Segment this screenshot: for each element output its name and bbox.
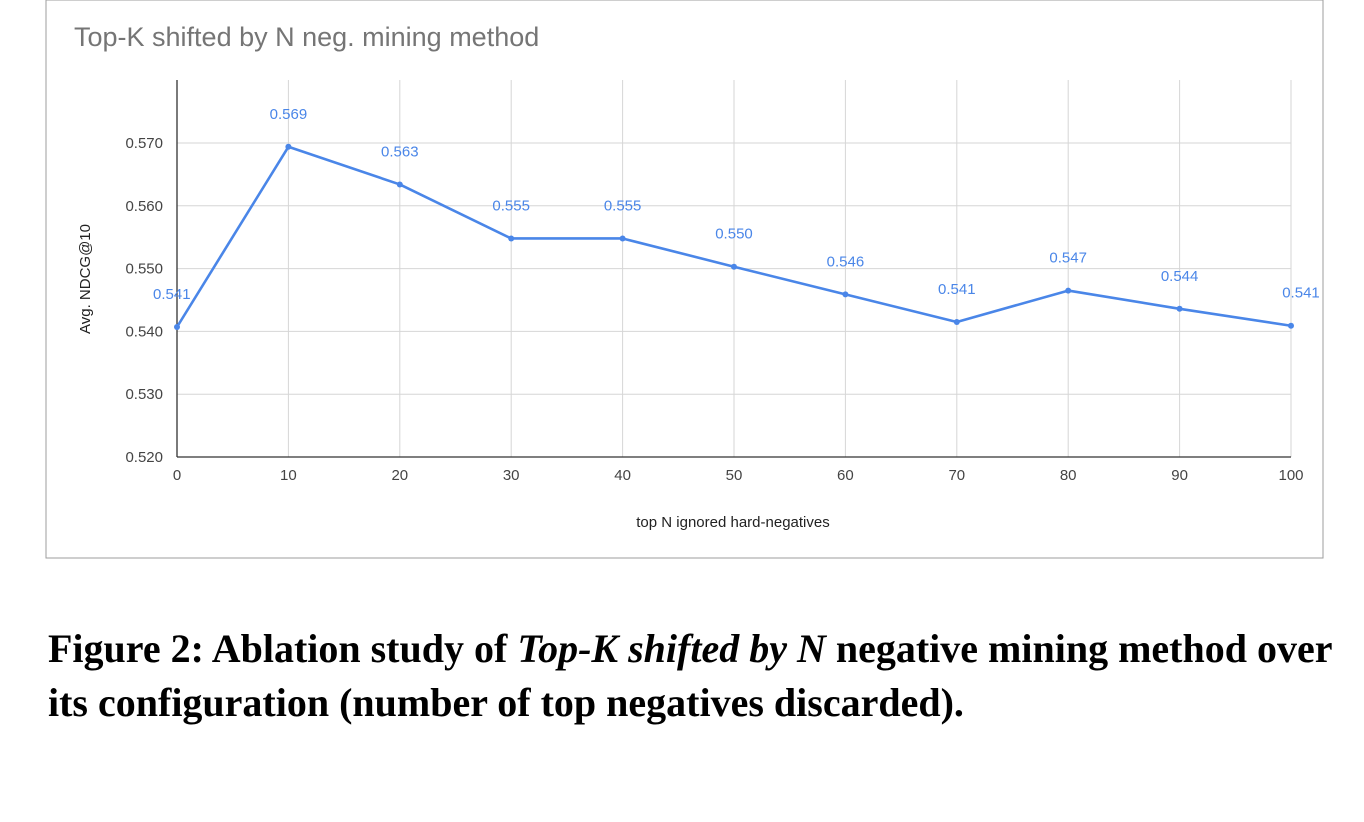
y-tick-label: 0.520 — [125, 449, 163, 466]
x-tick-label: 70 — [948, 467, 965, 484]
x-tick-label: 20 — [391, 467, 408, 484]
data-point — [731, 263, 737, 270]
line-chart: Top-K shifted by N neg. mining method 0.… — [45, 0, 1324, 559]
x-tick-label: 10 — [280, 467, 297, 484]
data-label: 0.544 — [1161, 268, 1199, 285]
y-tick-label: 0.560 — [125, 198, 163, 215]
y-axis-title: Avg. NDCG@10 — [77, 224, 94, 334]
y-tick-label: 0.540 — [125, 323, 163, 340]
data-point — [1065, 287, 1072, 294]
data-point — [619, 235, 626, 242]
data-point — [508, 235, 515, 242]
data-point — [842, 291, 849, 298]
tick-labels: 0.520 0.530 0.540 0.550 0.560 0.570 0 10 20 30 40 5… — [125, 135, 1303, 484]
caption-emphasis: Top-K shifted by N — [517, 626, 826, 671]
data-point — [285, 143, 292, 150]
chart-frame — [45, 0, 1324, 559]
data-point — [953, 318, 960, 325]
data-label: 0.541 — [938, 281, 976, 298]
data-label: 0.555 — [604, 197, 642, 214]
data-label: 0.541 — [153, 286, 191, 303]
y-tick-label: 0.530 — [125, 386, 163, 403]
x-axis-title: top N ignored hard-negatives — [636, 514, 829, 531]
axes — [176, 80, 1291, 458]
data-point — [396, 181, 403, 188]
data-label: 0.555 — [492, 197, 530, 214]
gridlines — [177, 80, 1292, 458]
caption-prefix: Figure 2: Ablation study of — [48, 626, 518, 671]
chart-title: Top-K shifted by N neg. mining method — [74, 22, 539, 52]
x-tick-label: 100 — [1278, 467, 1303, 484]
x-tick-label: 90 — [1171, 467, 1188, 484]
x-tick-label: 50 — [726, 467, 743, 484]
data-labels: 0.541 0.569 0.563 0.555 0.555 0.550 0.546 0.541… — [153, 106, 1320, 303]
data-point — [1176, 305, 1183, 312]
y-tick-label: 0.570 — [125, 135, 163, 152]
figure-caption: Figure 2: Ablation study of Top-K shifte… — [48, 622, 1338, 730]
caption-suffix: negative mining method over its configur… — [48, 626, 1332, 725]
data-point — [1288, 322, 1294, 329]
data-label: 0.563 — [381, 143, 419, 160]
data-label: 0.550 — [715, 226, 753, 243]
data-label: 0.547 — [1049, 250, 1087, 267]
series-line-group — [174, 143, 1294, 331]
data-point — [174, 324, 180, 331]
x-tick-label: 30 — [503, 467, 520, 484]
y-tick-label: 0.550 — [125, 261, 163, 278]
data-label: 0.569 — [270, 106, 308, 123]
x-tick-label: 80 — [1060, 467, 1077, 484]
x-tick-label: 60 — [837, 467, 854, 484]
data-label: 0.541 — [1282, 285, 1320, 302]
x-tick-label: 0 — [173, 467, 181, 484]
x-tick-label: 40 — [614, 467, 631, 484]
data-label: 0.546 — [827, 253, 865, 270]
